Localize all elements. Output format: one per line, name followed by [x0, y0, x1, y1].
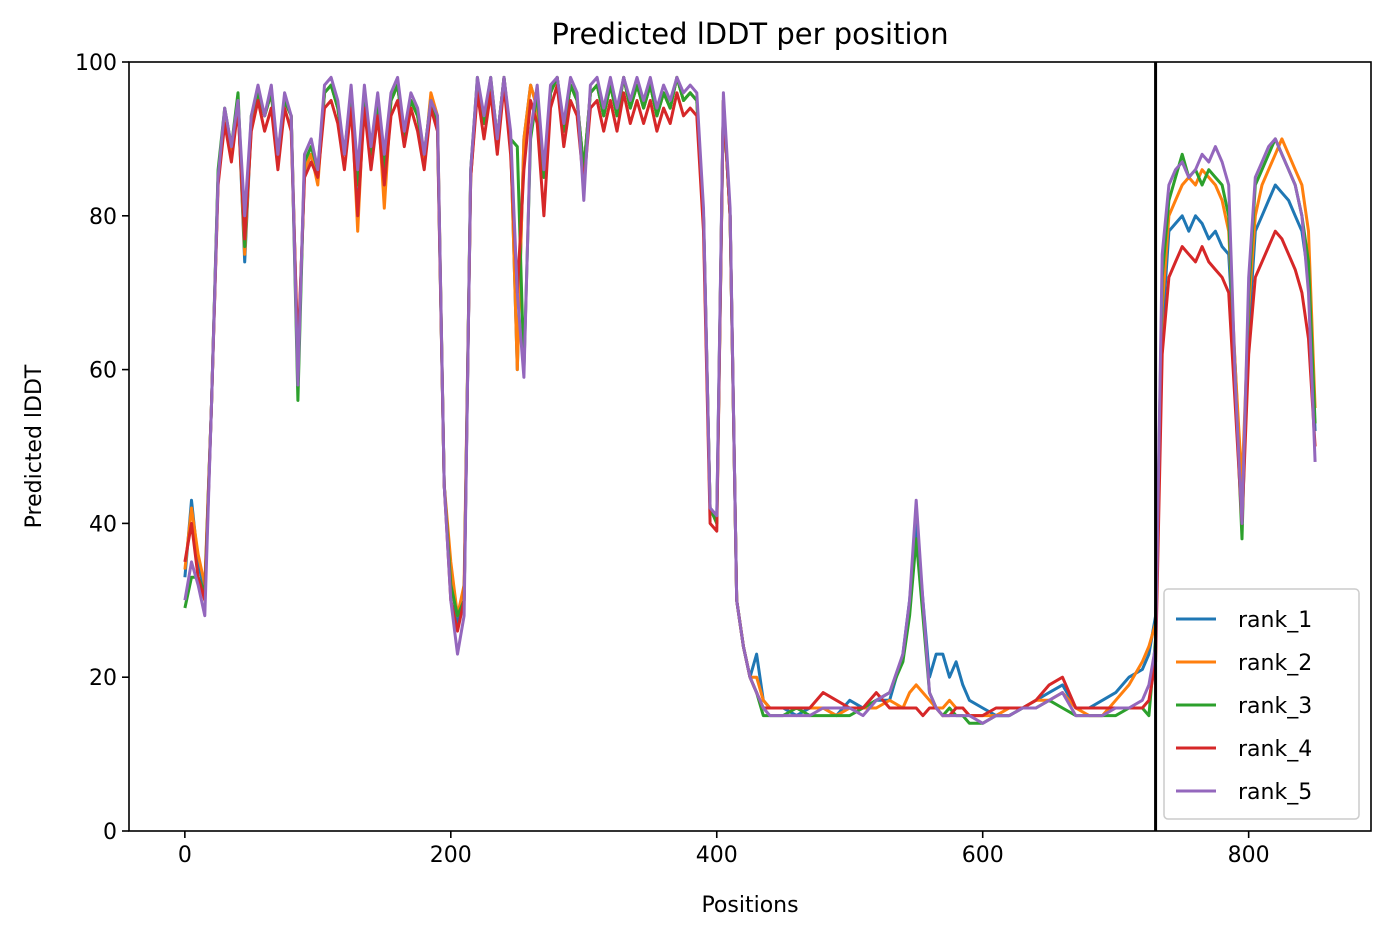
y-tick-label: 0 [103, 820, 117, 845]
y-tick-label: 100 [75, 51, 117, 76]
x-tick-label: 0 [178, 843, 192, 868]
y-tick-label: 20 [89, 666, 117, 691]
y-tick-label: 40 [89, 512, 117, 537]
x-tick-label: 400 [696, 843, 738, 868]
plot-area [183, 62, 1317, 831]
legend-label-rank_4: rank_4 [1238, 737, 1312, 762]
x-axis-label: Positions [701, 893, 798, 918]
y-tick-label: 80 [89, 205, 117, 230]
y-axis-label: Predicted lDDT [22, 364, 47, 528]
legend: rank_1 rank_2 rank_3 rank_4 rank_5 [1163, 588, 1360, 820]
axes: 0 200 400 600 800 0 20 40 60 80 100 [75, 51, 1372, 868]
legend-label-rank_1: rank_1 [1238, 608, 1312, 633]
legend-label-rank_2: rank_2 [1238, 651, 1312, 676]
legend-label-rank_5: rank_5 [1238, 780, 1312, 805]
x-tick-label: 600 [962, 843, 1004, 868]
legend-label-rank_3: rank_3 [1238, 694, 1312, 719]
x-tick-label: 800 [1228, 843, 1270, 868]
axes-frame [128, 61, 1372, 832]
chart-title: Predicted lDDT per position [551, 17, 948, 51]
y-tick-label: 60 [89, 359, 117, 384]
legend-box [1163, 588, 1360, 820]
x-tick-label: 200 [430, 843, 472, 868]
series-line-rank_5 [183, 75, 1317, 725]
series-line-rank_4 [183, 83, 1317, 718]
